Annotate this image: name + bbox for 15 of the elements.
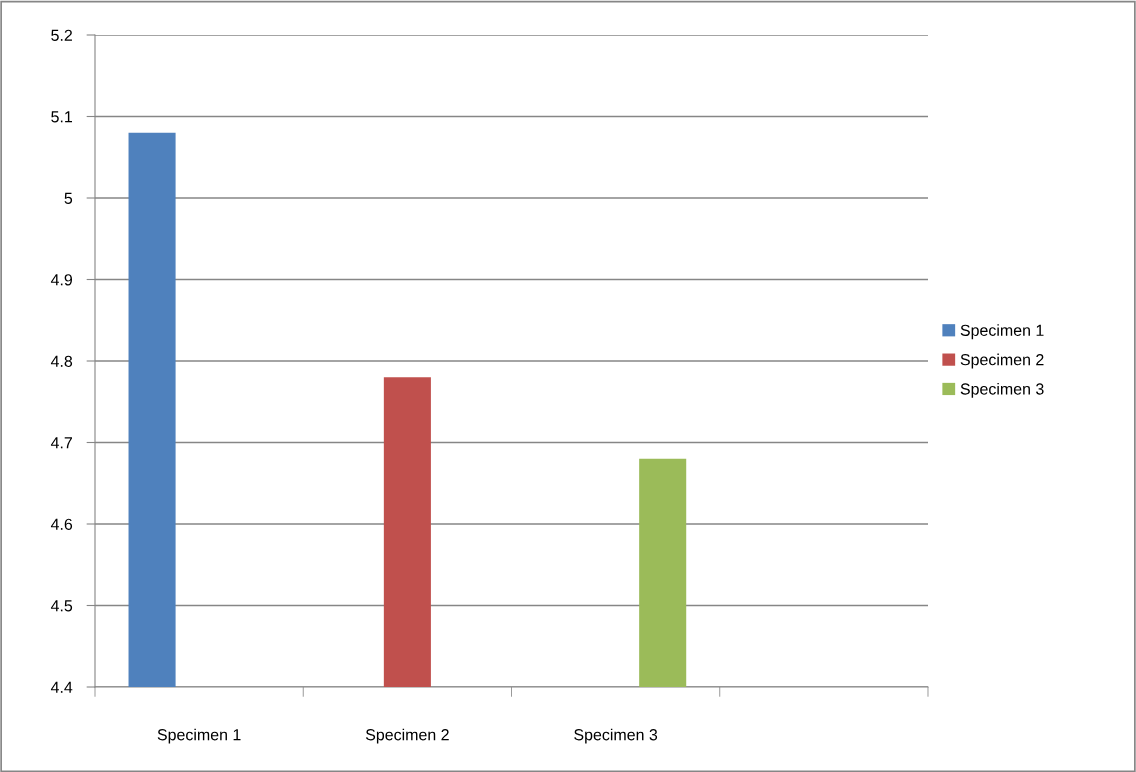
y-tick-label: 5.1 — [51, 111, 72, 123]
y-tick-label: 4.4 — [50, 681, 73, 693]
y-tick-label: 5 — [64, 192, 73, 204]
y-tick-label: 5.2 — [51, 29, 72, 41]
y-tick-label: 4.7 — [50, 437, 72, 449]
y-tick-label: 4.5 — [50, 600, 73, 612]
x-tick-label: Specimen 2 — [365, 728, 449, 744]
y-tick-label: 4.6 — [50, 518, 73, 530]
y-tick-label: 4.8 — [50, 355, 73, 367]
y-tick-label: 4.9 — [50, 274, 73, 286]
x-tick-label: Specimen 1 — [157, 728, 241, 744]
x-tick-label: Specimen 3 — [574, 728, 658, 744]
legend-label: Specimen 2 — [960, 353, 1044, 369]
legend-label: Specimen 3 — [960, 382, 1044, 398]
legend-label: Specimen 1 — [960, 324, 1044, 340]
